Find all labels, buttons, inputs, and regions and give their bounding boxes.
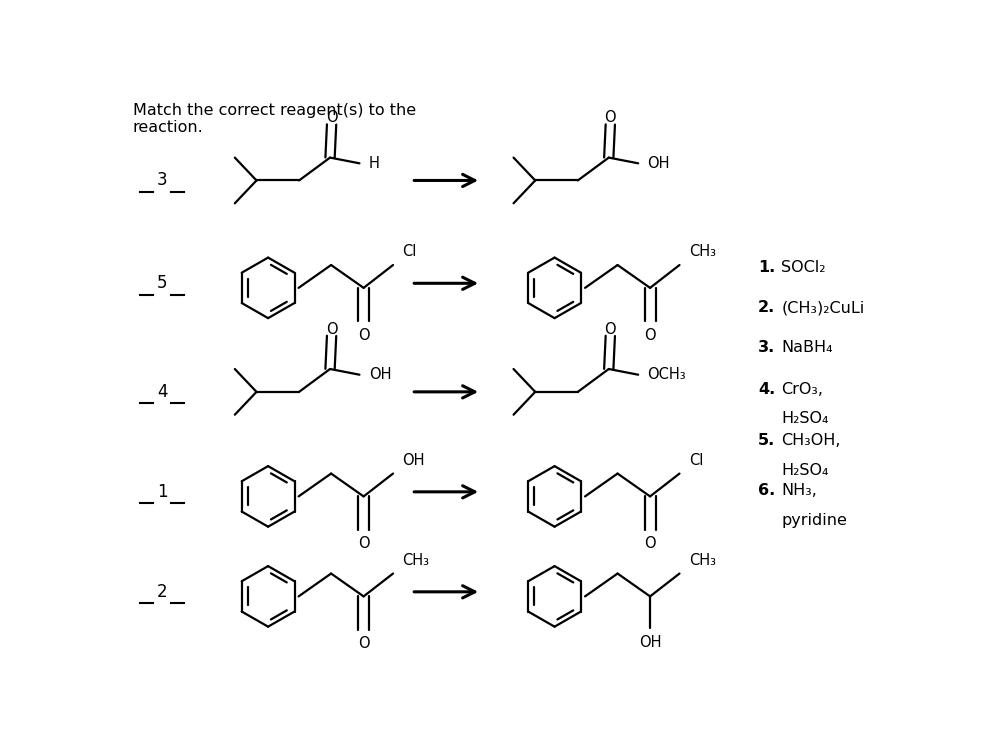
Text: OH: OH bbox=[403, 453, 425, 468]
Text: 2: 2 bbox=[157, 582, 168, 601]
Text: H: H bbox=[369, 156, 380, 171]
Text: CH₃: CH₃ bbox=[688, 553, 716, 568]
Text: (CH₃)₂CuLi: (CH₃)₂CuLi bbox=[781, 301, 865, 315]
Text: CH₃OH,: CH₃OH, bbox=[781, 433, 841, 448]
Text: H₂SO₄: H₂SO₄ bbox=[781, 463, 829, 478]
Text: 5: 5 bbox=[157, 275, 167, 292]
Text: 5.: 5. bbox=[758, 433, 775, 448]
Text: SOCl₂: SOCl₂ bbox=[781, 260, 826, 275]
Text: Cl: Cl bbox=[688, 453, 703, 468]
Text: O: O bbox=[644, 536, 656, 551]
Text: OCH₃: OCH₃ bbox=[647, 367, 686, 382]
Text: OH: OH bbox=[647, 156, 670, 171]
Text: NaBH₄: NaBH₄ bbox=[781, 341, 833, 355]
Text: CH₃: CH₃ bbox=[403, 553, 430, 568]
Text: 1.: 1. bbox=[758, 260, 775, 275]
Text: 3.: 3. bbox=[758, 341, 775, 355]
Text: O: O bbox=[326, 110, 338, 125]
Text: NH₃,: NH₃, bbox=[781, 483, 817, 499]
Text: CH₃: CH₃ bbox=[688, 244, 716, 259]
Text: 1: 1 bbox=[157, 483, 168, 501]
Text: O: O bbox=[604, 110, 616, 125]
Text: O: O bbox=[358, 536, 370, 551]
Text: O: O bbox=[358, 637, 370, 651]
Text: OH: OH bbox=[369, 367, 392, 382]
Text: 3: 3 bbox=[157, 171, 168, 189]
Text: 2.: 2. bbox=[758, 301, 775, 315]
Text: Cl: Cl bbox=[403, 244, 417, 259]
Text: O: O bbox=[326, 321, 338, 337]
Text: H₂SO₄: H₂SO₄ bbox=[781, 411, 829, 426]
Text: CrO₃,: CrO₃, bbox=[781, 381, 823, 396]
Text: O: O bbox=[358, 328, 370, 343]
Text: O: O bbox=[604, 321, 616, 337]
Text: 4: 4 bbox=[157, 383, 167, 401]
Text: 6.: 6. bbox=[758, 483, 775, 499]
Text: O: O bbox=[644, 328, 656, 343]
Text: OH: OH bbox=[638, 634, 661, 650]
Text: pyridine: pyridine bbox=[781, 513, 847, 528]
Text: reaction.: reaction. bbox=[133, 120, 204, 136]
Text: 4.: 4. bbox=[758, 381, 775, 396]
Text: Match the correct reagent(s) to the: Match the correct reagent(s) to the bbox=[133, 103, 416, 118]
